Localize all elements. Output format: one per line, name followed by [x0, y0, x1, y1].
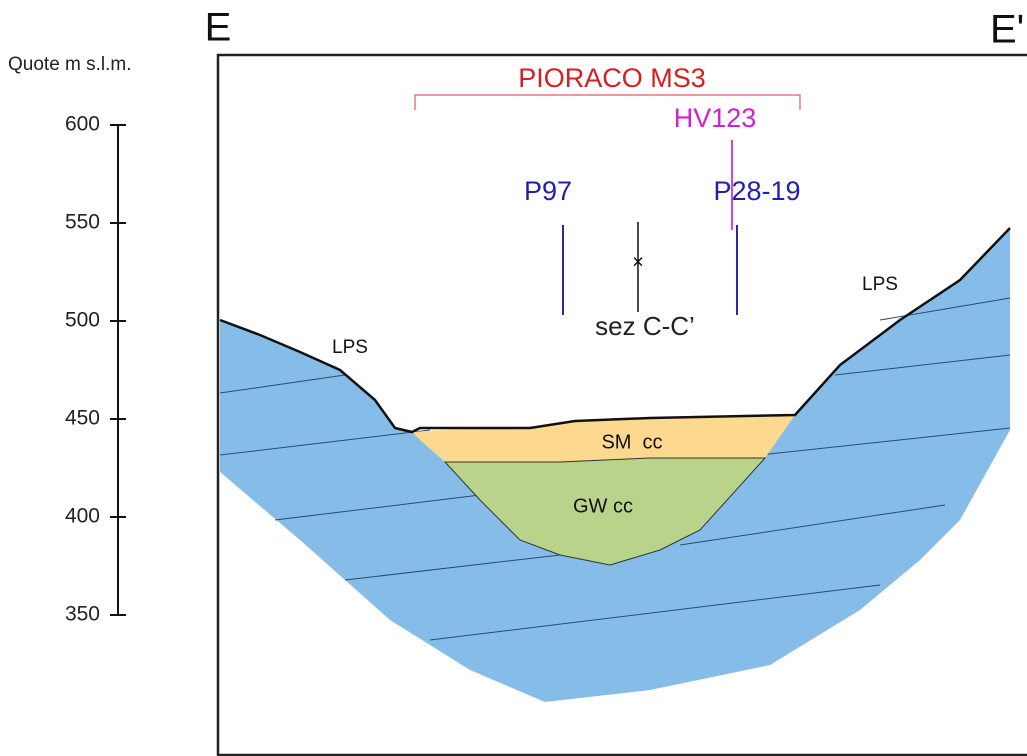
scale-tick-label: 400 — [65, 505, 100, 528]
scale-tick-label: 600 — [65, 113, 100, 136]
left-label: E — [205, 6, 232, 50]
trace-label: sez C-C’ — [595, 311, 695, 341]
page: {"header": {"left_label": "E", "right_la… — [0, 0, 1027, 756]
scale-tick-label: 450 — [65, 407, 100, 430]
right-label: E' — [990, 8, 1024, 52]
scale-tick-label: 350 — [65, 603, 100, 626]
formation-label: LPS — [332, 337, 368, 358]
formation-label: LPS — [862, 274, 898, 295]
trace-mark: × — [632, 251, 644, 273]
axis-title: Quote m s.l.m. — [8, 54, 132, 75]
hv-label: HV123 — [674, 103, 757, 133]
borehole-label: P97 — [524, 176, 572, 206]
unit-label: SM cc — [601, 431, 662, 453]
cross-section: × E E' Quote m s.l.m. PIORACO MS3 HV123 … — [0, 0, 1027, 756]
section-label: PIORACO MS3 — [518, 63, 706, 93]
unit-label: GW cc — [573, 495, 633, 517]
scale-tick-label: 550 — [65, 211, 100, 234]
scale-tick-label: 500 — [65, 309, 100, 332]
borehole-label: P28-19 — [713, 176, 800, 206]
